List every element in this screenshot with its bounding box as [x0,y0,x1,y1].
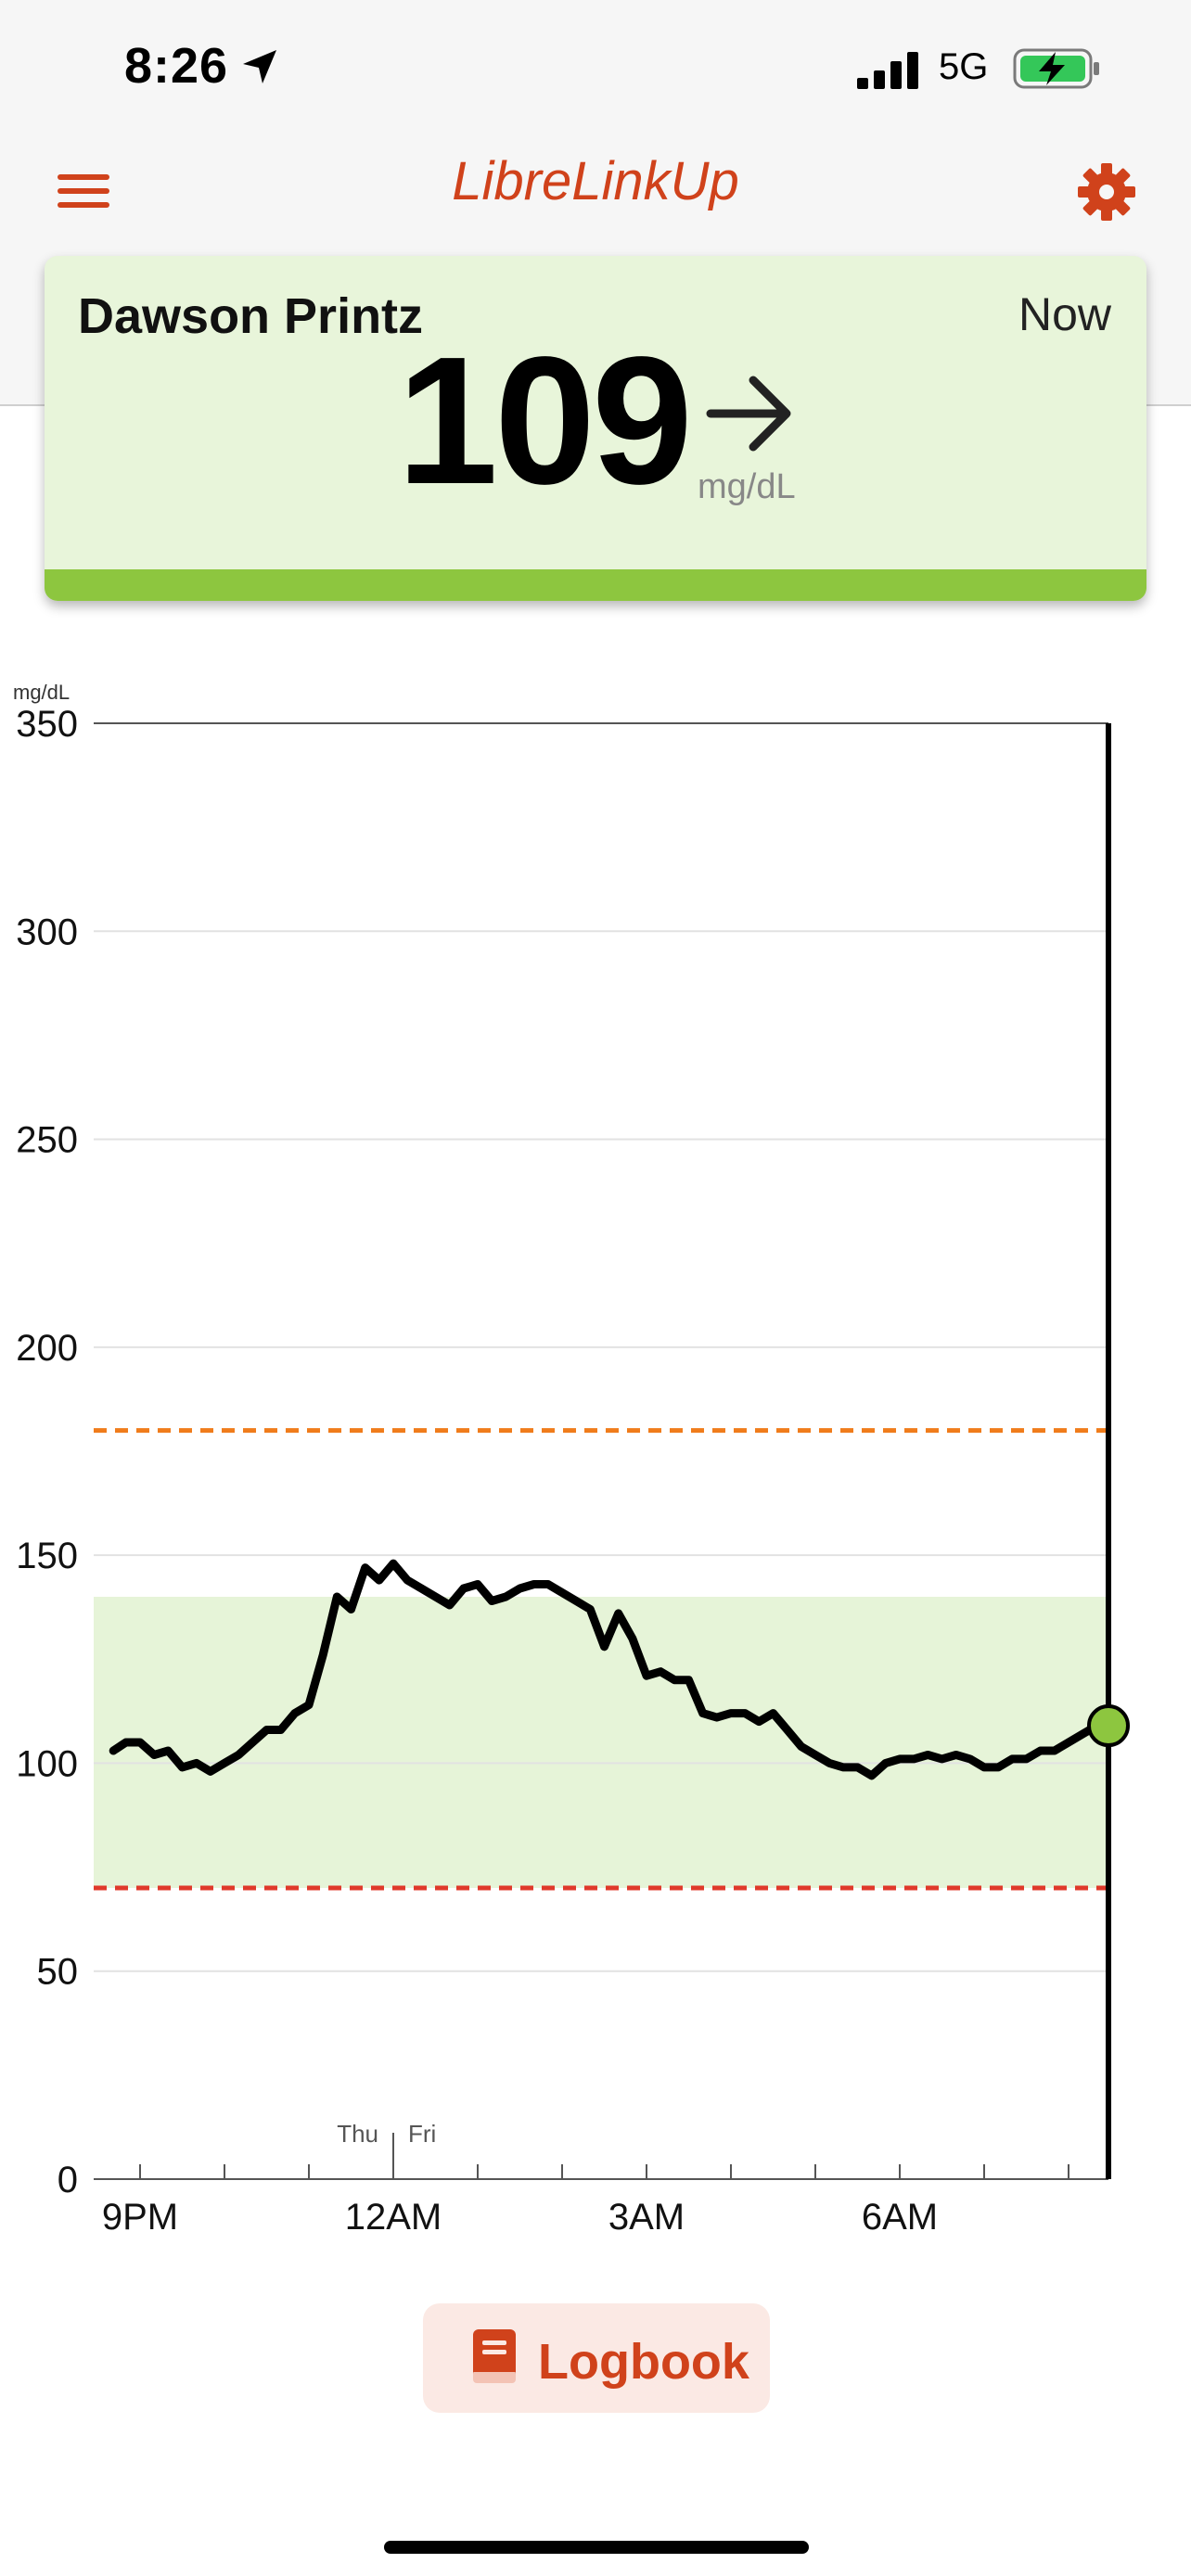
network-type: 5G [939,46,989,87]
glucose-unit: mg/dL [698,467,796,506]
x-tick-label: 3AM [608,2197,685,2238]
glucose-chart-svg: 350 300 250 200 150 100 50 0 mg/dL Thu Fri 9PM 12AM 3… [13,681,1130,2238]
location-arrow-icon [243,50,276,83]
y-tick-label: 300 [16,912,78,952]
settings-button[interactable] [1076,161,1137,223]
logbook-label: Logbook [538,2334,749,2390]
home-indicator [384,2541,809,2554]
reading-time: Now [1018,288,1111,340]
in-range-status-bar [45,569,1146,601]
arrow-right-icon [706,376,791,452]
y-tick-label: 350 [16,704,78,745]
day-label: Thu [337,2120,378,2148]
y-tick-label: 200 [16,1328,78,1369]
patient-name: Dawson Printz [78,288,424,344]
y-tick-label: 50 [37,1952,79,1993]
y-tick-label: 0 [58,2160,78,2200]
y-unit-label: mg/dL [13,681,70,704]
glucose-value: 109 [397,319,693,522]
glucose-reading-card[interactable]: Dawson Printz Now 109 mg/dL [45,256,1146,601]
status-time: 8:26 [124,38,229,94]
glucose-line [109,1559,1109,1780]
book-icon [473,2329,516,2383]
y-tick-label: 250 [16,1120,78,1161]
logbook-button[interactable]: Logbook [423,2303,770,2413]
app-title: LibreLinkUp [452,151,739,211]
day-label: Fri [408,2120,436,2148]
x-tick-label: 6AM [862,2197,938,2238]
current-reading-point[interactable] [1087,1704,1130,1748]
menu-button[interactable] [48,163,119,219]
y-tick-label: 100 [16,1743,78,1784]
x-tick-label: 12AM [345,2197,442,2238]
glucose-chart[interactable]: 350 300 250 200 150 100 50 0 mg/dL Thu Fri 9PM 12AM 3… [0,649,1191,2263]
battery-charging-icon [1013,48,1099,89]
signal-bars-icon [857,52,918,89]
x-tick-label: 9PM [102,2197,178,2238]
y-tick-label: 150 [16,1536,78,1576]
gear-icon [1078,163,1135,221]
